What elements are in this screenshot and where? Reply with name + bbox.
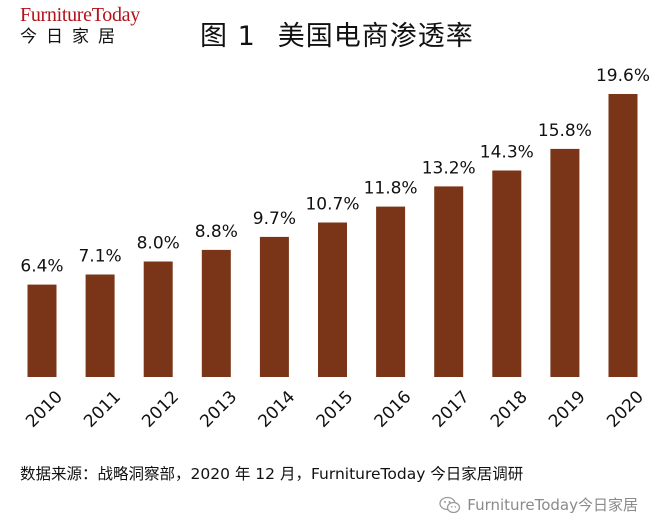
x-tick-label-2019: 2019 xyxy=(545,387,590,432)
bar-chart: 6.4% 2010 7.1% 2011 8.0% 2012 8.8% 2013 9.7% 2014… xyxy=(20,66,650,432)
bar-2011 xyxy=(85,274,115,377)
data-label-2015: 10.7% xyxy=(305,195,359,215)
bar-2019 xyxy=(550,148,580,377)
data-label-2019: 15.8% xyxy=(538,121,592,141)
data-source-note: 数据来源：战略洞察部，2020 年 12 月，FurnitureToday 今日… xyxy=(20,465,524,483)
data-label-2014: 9.7% xyxy=(253,209,296,229)
x-tick-label-2015: 2015 xyxy=(313,387,358,432)
figure-number: 图 1 xyxy=(200,21,256,52)
x-tick-label-2014: 2014 xyxy=(254,387,299,432)
data-label-2017: 13.2% xyxy=(422,158,476,178)
data-label-2011: 7.1% xyxy=(78,247,121,267)
logo-cn-text: 今日家居 xyxy=(20,27,124,47)
x-tick-label-2018: 2018 xyxy=(487,387,532,432)
data-label-2020: 19.6% xyxy=(596,66,650,86)
bar-2012 xyxy=(143,261,173,377)
bar-2015 xyxy=(318,222,347,377)
data-label-2010: 6.4% xyxy=(20,257,63,277)
bar-2014 xyxy=(259,236,289,377)
x-tick-label-2011: 2011 xyxy=(80,387,125,432)
chart-title: 图 1 美国电商渗透率 xyxy=(200,14,474,53)
wechat-watermark: FurnitureToday今日家居 xyxy=(439,494,638,515)
watermark-text: FurnitureToday今日家居 xyxy=(467,496,638,514)
data-label-2016: 11.8% xyxy=(364,179,418,199)
bar-2020 xyxy=(608,94,638,377)
brand-logo: FurnitureToday 今日家居 xyxy=(20,4,160,48)
logo-brand-text: FurnitureToday xyxy=(20,4,140,26)
x-tick-label-2013: 2013 xyxy=(196,387,241,432)
data-label-2013: 8.8% xyxy=(195,222,238,242)
bar-2013 xyxy=(201,249,231,377)
bar-2010 xyxy=(27,284,57,377)
bar-2017 xyxy=(434,186,464,377)
wechat-icon xyxy=(439,496,461,513)
x-tick-label-2020: 2020 xyxy=(603,387,648,432)
bar-2018 xyxy=(492,170,522,377)
x-tick-label-2017: 2017 xyxy=(429,387,474,432)
chart-title-text: 美国电商渗透率 xyxy=(277,21,474,52)
x-tick-label-2010: 2010 xyxy=(22,387,67,432)
x-tick-label-2012: 2012 xyxy=(138,387,183,432)
bar-2016 xyxy=(376,206,406,377)
data-label-2012: 8.0% xyxy=(137,234,180,254)
data-label-2018: 14.3% xyxy=(480,143,534,163)
x-tick-label-2016: 2016 xyxy=(371,387,416,432)
